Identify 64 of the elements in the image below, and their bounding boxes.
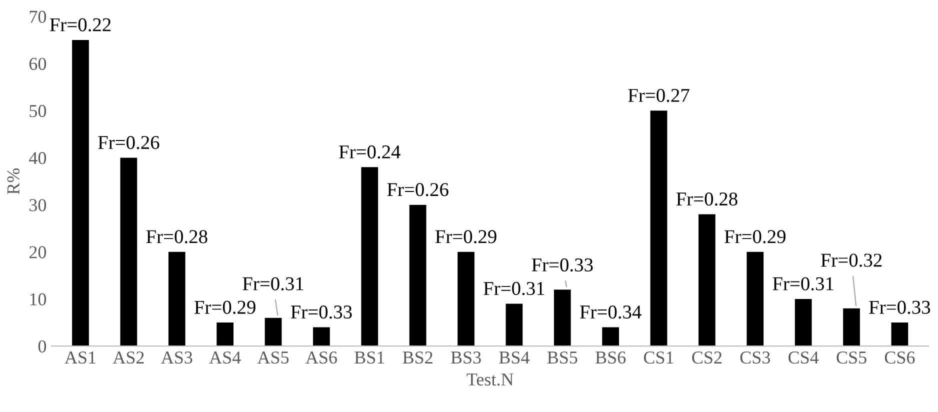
x-tick-label: BS2 [402, 352, 432, 364]
annotation: Fr=0.26 [387, 183, 448, 196]
bar [361, 167, 378, 346]
bar [120, 158, 138, 346]
annotation: Fr=0.33 [290, 305, 352, 319]
x-tick-label: CS3 [740, 352, 770, 364]
y-tick-label: 30 [30, 199, 46, 212]
x-tick-label: BS3 [450, 352, 481, 364]
annotation: Fr=0.24 [339, 145, 400, 159]
bar [891, 322, 908, 346]
y-axis-title: R% [7, 168, 20, 194]
y-tick-label: 10 [30, 293, 46, 306]
x-tick-label: AS1 [64, 352, 96, 364]
annotation: Fr=0.26 [98, 136, 160, 150]
x-tick-label: BS6 [596, 352, 626, 364]
bar [458, 252, 474, 346]
annotation: Fr=0.29 [435, 230, 496, 244]
x-tick-label: CS6 [884, 352, 915, 364]
x-tick-label: BS1 [354, 352, 384, 364]
x-tick-label: AS4 [209, 352, 241, 364]
bar [843, 308, 860, 346]
annotation: Fr=0.28 [676, 192, 738, 206]
annotation: Fr=0.27 [628, 88, 690, 102]
bar [313, 327, 330, 346]
x-tick-label: BS5 [547, 352, 578, 364]
x-tick-label: AS6 [306, 352, 337, 364]
x-tick-label: AS3 [161, 352, 192, 364]
bar [650, 110, 668, 346]
x-tick-label: AS2 [112, 352, 144, 364]
annotation: Fr=0.29 [724, 230, 786, 244]
y-tick-label: 70 [30, 10, 46, 23]
y-tick-label: 20 [29, 246, 46, 258]
bar [602, 327, 620, 346]
bar [264, 318, 282, 346]
x-axis-title: Test.N [466, 374, 514, 386]
bar [554, 290, 571, 346]
bar [72, 40, 89, 346]
x-tick-label: CS4 [788, 352, 819, 364]
annotation: Fr=0.31 [772, 277, 834, 290]
y-tick-label: 60 [29, 58, 46, 70]
bar [746, 252, 764, 346]
annotation: Fr=0.31 [484, 282, 544, 296]
annotation: Fr=0.29 [194, 300, 256, 314]
bar [506, 304, 523, 346]
bar [794, 298, 812, 346]
annotation: Fr=0.33 [869, 300, 930, 314]
x-tick-label: CS2 [692, 352, 722, 364]
bar [216, 322, 234, 346]
annotation: Fr=0.31 [242, 277, 304, 290]
x-tick-label: CS5 [836, 352, 866, 364]
annotation: Fr=0.34 [580, 305, 642, 319]
annotation: Fr=0.33 [532, 258, 593, 272]
bar [168, 252, 186, 346]
annotation: Fr=0.22 [50, 18, 111, 32]
x-tick-label: CS1 [644, 352, 674, 364]
annotation: Fr=0.32 [820, 254, 882, 267]
bar [409, 204, 426, 346]
annotation: Fr=0.28 [146, 230, 208, 244]
y-tick-label: 50 [30, 104, 46, 118]
y-tick-label: 0 [38, 340, 46, 353]
x-tick-label: BS4 [499, 352, 530, 364]
x-tick-label: AS5 [257, 352, 289, 364]
bar [698, 214, 716, 346]
y-tick-label: 40 [29, 152, 46, 164]
